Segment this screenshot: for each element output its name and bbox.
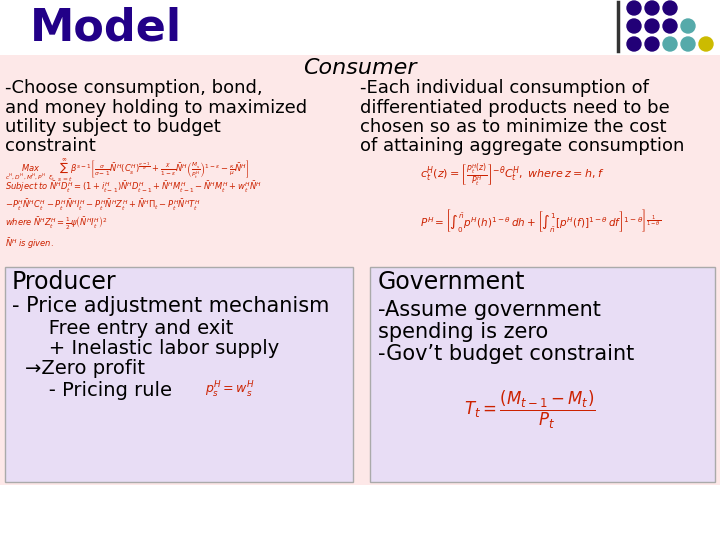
Circle shape (645, 37, 659, 51)
Text: $\bar{N}^H\;is\;given.$: $\bar{N}^H\;is\;given.$ (5, 236, 54, 251)
FancyBboxPatch shape (370, 267, 715, 482)
Text: Consumer: Consumer (303, 58, 417, 78)
Text: + Inelastic labor supply: + Inelastic labor supply (30, 339, 279, 357)
Text: Model: Model (30, 6, 182, 50)
Circle shape (699, 37, 713, 51)
Text: Government: Government (378, 270, 526, 294)
Circle shape (663, 19, 677, 33)
Text: $-P_t^H\bar{N}^HC_t^H-P_t^H\bar{N}^HI_t^H-P_t^H\bar{N}^HZ_t^H+\bar{N}^H\Pi_t-P_t: $-P_t^H\bar{N}^HC_t^H-P_t^H\bar{N}^HI_t^… (5, 198, 201, 213)
Circle shape (681, 19, 695, 33)
Text: $p_s^H=w_s^H$: $p_s^H=w_s^H$ (205, 380, 255, 400)
Text: -Gov’t budget constraint: -Gov’t budget constraint (378, 344, 634, 364)
Text: and money holding to maximized: and money holding to maximized (5, 99, 307, 117)
Circle shape (627, 1, 641, 15)
Circle shape (681, 37, 695, 51)
Text: chosen so as to minimize the cost: chosen so as to minimize the cost (360, 118, 667, 136)
FancyBboxPatch shape (0, 55, 720, 485)
Text: -Each individual consumption of: -Each individual consumption of (360, 79, 649, 97)
FancyBboxPatch shape (5, 267, 353, 482)
Text: →Zero profit: →Zero profit (25, 359, 145, 377)
Text: spending is zero: spending is zero (378, 322, 548, 342)
Text: - Price adjustment mechanism: - Price adjustment mechanism (12, 296, 329, 316)
Text: $\underset{c^H,D^H,M^H,P^H\;\;\xi_{t}}{Max}\;\;\sum_{s=t}^{\infty}\beta^{s-1}\le: $\underset{c^H,D^H,M^H,P^H\;\;\xi_{t}}{M… (5, 157, 249, 184)
Circle shape (645, 19, 659, 33)
Text: $Subject\;to\;\bar{N}^HD_t^H=(1+i_{t-1}^H)\bar{N}^HD_{t-1}^H+\bar{N}^HM_{t-1}^H-: $Subject\;to\;\bar{N}^HD_t^H=(1+i_{t-1}^… (5, 180, 262, 195)
Text: utility subject to budget: utility subject to budget (5, 118, 221, 136)
Text: -Assume government: -Assume government (378, 300, 601, 320)
Text: Free entry and exit: Free entry and exit (30, 319, 233, 338)
Text: $T_t=\dfrac{(M_{t-1}-M_t)}{P_t}$: $T_t=\dfrac{(M_{t-1}-M_t)}{P_t}$ (464, 389, 595, 431)
Text: differentiated products need to be: differentiated products need to be (360, 99, 670, 117)
Circle shape (627, 19, 641, 33)
Text: $P^H=\left[\int_0^{\bar{n}}p^H(h)^{1-\theta}\,dh+\left[\int_{\bar{n}}^{1}[p^H(f): $P^H=\left[\int_0^{\bar{n}}p^H(h)^{1-\th… (420, 208, 661, 235)
Text: $where\;\bar{N}^HZ_t^H=\frac{1}{2}\psi\left(\bar{N}^HI_t^H\right)^2$: $where\;\bar{N}^HZ_t^H=\frac{1}{2}\psi\l… (5, 215, 108, 232)
Circle shape (627, 37, 641, 51)
FancyBboxPatch shape (0, 0, 720, 55)
Text: of attaining aggregate consumption: of attaining aggregate consumption (360, 137, 685, 155)
Text: - Pricing rule: - Pricing rule (30, 381, 172, 400)
Text: Producer: Producer (12, 270, 117, 294)
Circle shape (663, 1, 677, 15)
Text: -Choose consumption, bond,: -Choose consumption, bond, (5, 79, 263, 97)
Text: $c_t^H(z)=\left[\frac{p_t^H(z)}{P_t^H}\right]^{-\theta}C_t^H,\;where\;z=h,f$: $c_t^H(z)=\left[\frac{p_t^H(z)}{P_t^H}\r… (420, 162, 605, 188)
Text: constraint: constraint (5, 137, 96, 155)
Circle shape (663, 37, 677, 51)
Circle shape (645, 1, 659, 15)
